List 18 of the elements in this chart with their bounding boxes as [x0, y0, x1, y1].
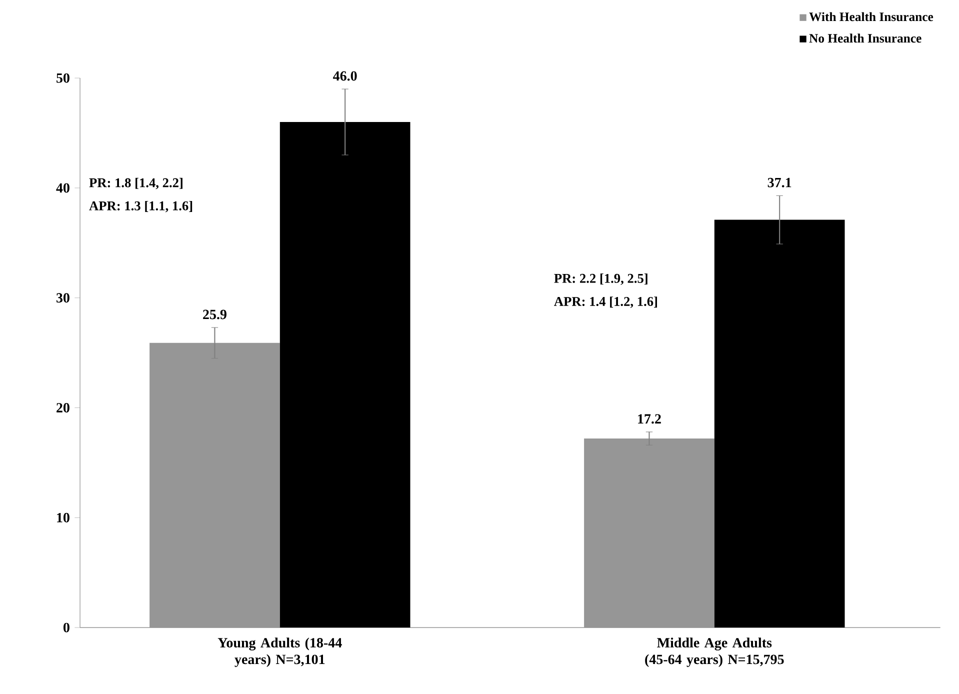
annotation: PR: 2.2 [1.9, 2.5]: [554, 273, 648, 285]
y-tick-label: 40: [56, 183, 70, 193]
x-tick-label: Young Adults (18-44 years) N=3,101: [218, 637, 342, 667]
y-tick-label: 0: [64, 622, 70, 632]
y-tick-label: 20: [56, 402, 70, 412]
legend-label: No Health Insurance: [809, 34, 922, 42]
x-tick-label: Middle Age Adults (45-64 years) N=15,795: [645, 637, 784, 667]
annotation: APR: 1.3 [1.1, 1.6]: [89, 200, 192, 212]
y-tick-label: 50: [56, 73, 70, 83]
data-label: 37.1: [768, 178, 792, 188]
data-label: 25.9: [203, 310, 226, 320]
y-tick-label: 30: [56, 293, 70, 302]
annotation: APR: 1.4 [1.2, 1.6]: [554, 296, 657, 308]
data-label: 46.0: [333, 71, 357, 81]
y-tick-label: 10: [57, 512, 70, 522]
data-label: 17.2: [638, 414, 661, 424]
annotation: PR: 1.8 [1.4, 2.2]: [89, 178, 182, 190]
legend-label: With Health Insurance: [809, 12, 934, 22]
